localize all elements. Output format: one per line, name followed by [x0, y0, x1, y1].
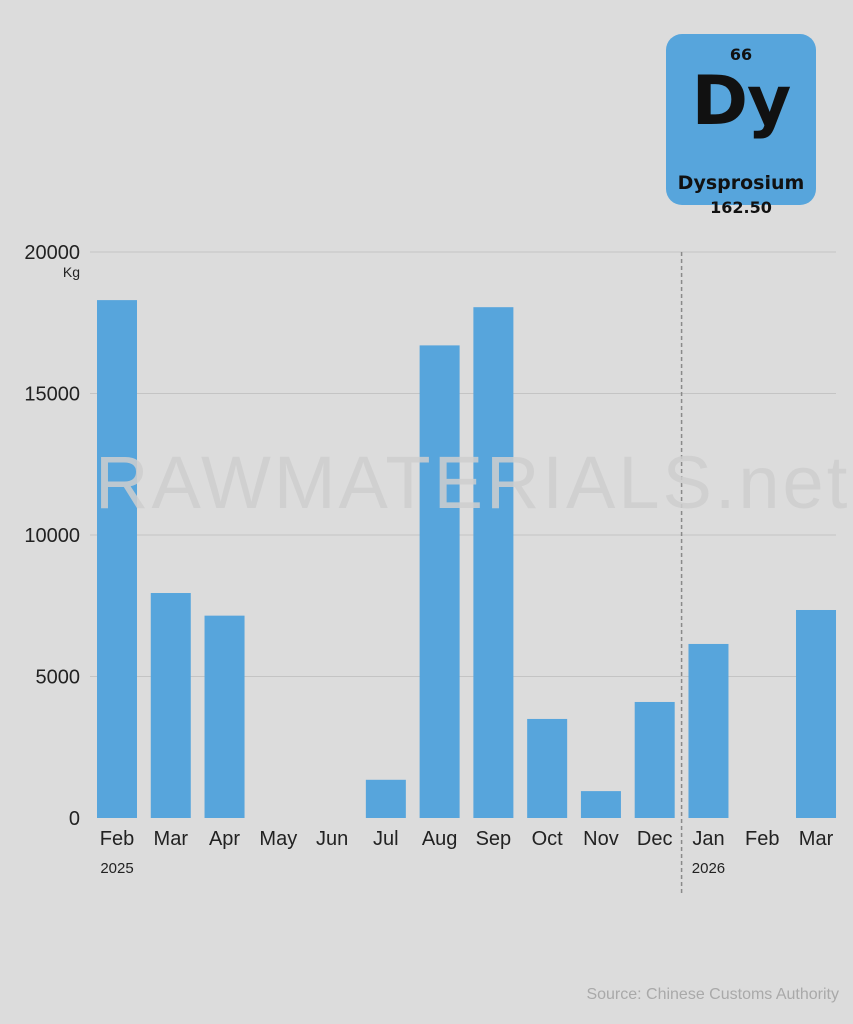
x-tick-label: Feb [100, 828, 134, 850]
bar [150, 593, 191, 818]
bars [97, 300, 837, 818]
year-labels: 2025 2026 [100, 860, 725, 877]
atomic-mass: 162.50 [710, 198, 772, 217]
x-tick-label: Jan [692, 828, 724, 850]
bar [365, 779, 406, 818]
y-tick-label: 5000 [36, 667, 81, 689]
element-card: 66 Dy Dysprosium 162.50 [666, 34, 816, 217]
y-tick-label: 0 [69, 808, 80, 830]
x-tick-label: Feb [745, 828, 779, 850]
y-tick-label: 20000 [24, 242, 80, 264]
y-tick-label: 10000 [24, 525, 80, 547]
source-note: Source: Chinese Customs Authority [586, 986, 839, 1003]
x-axis-ticks: Feb Mar Apr May Jun Jul Aug Sep Oct Nov Dec Jan Feb M… [100, 828, 834, 850]
x-tick-label: Jun [316, 828, 348, 850]
x-tick-label: May [259, 828, 297, 850]
x-tick-label: Jul [373, 828, 399, 850]
bar [796, 609, 837, 818]
y-tick-label: 15000 [24, 384, 80, 406]
year-label: 2026 [692, 860, 725, 877]
atomic-number: 66 [729, 45, 753, 64]
x-tick-label: Nov [583, 828, 619, 850]
x-tick-label: Oct [532, 828, 564, 850]
year-label: 2025 [100, 860, 133, 877]
bar [473, 307, 514, 818]
x-tick-label: Apr [209, 828, 240, 850]
y-axis-ticks: 0 5000 10000 15000 20000 [24, 242, 80, 830]
element-name: Dysprosium [677, 172, 805, 194]
bar [527, 718, 568, 818]
element-symbol: Dy [691, 62, 792, 141]
bar [419, 345, 460, 818]
x-tick-label: Mar [154, 828, 189, 850]
bar [204, 615, 245, 818]
bar [97, 300, 137, 818]
x-tick-label: Dec [637, 828, 673, 850]
gridlines [90, 251, 836, 677]
x-tick-label: Mar [799, 828, 834, 850]
x-tick-label: Aug [422, 828, 458, 850]
bar [580, 791, 621, 818]
x-tick-label: Sep [476, 828, 512, 850]
y-axis-unit: Kg [63, 264, 80, 280]
bar [634, 701, 675, 818]
bar [688, 643, 729, 818]
